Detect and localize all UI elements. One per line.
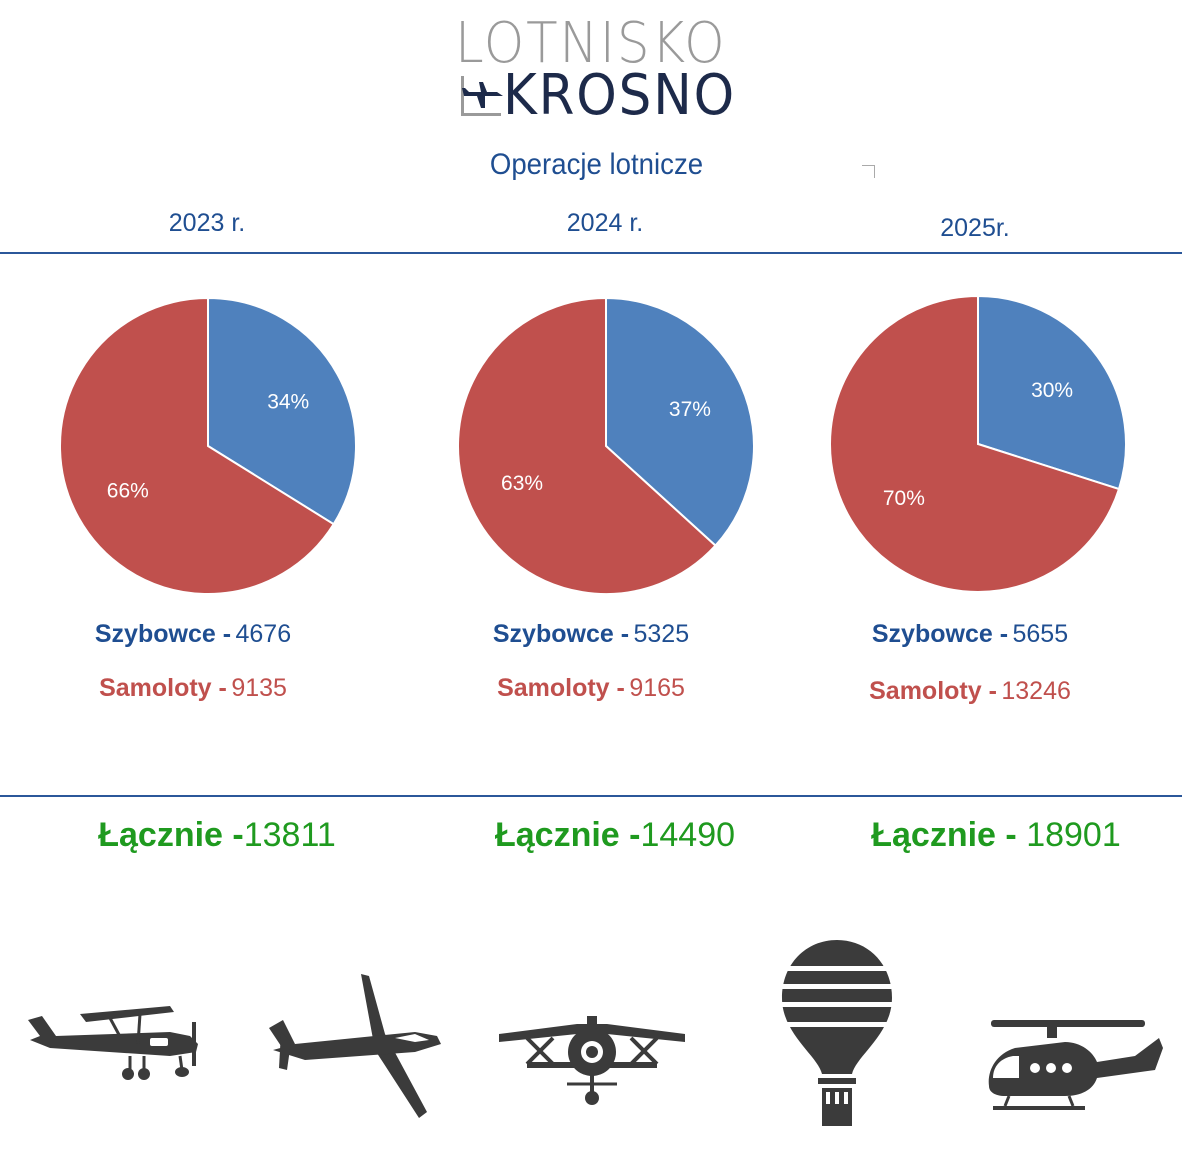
legend-label: Szybowce - (871, 620, 1009, 648)
total-label: Łącznie - (494, 816, 641, 854)
total-2025: Łącznie - 18901 (831, 816, 1161, 855)
year-2024-heading: 2024 r. (566, 209, 644, 237)
legend-szybowce-2023: Szybowce - 4676 (33, 620, 353, 649)
logo-line1: LOTNISKO (455, 11, 727, 76)
pie-slice-samoloty (829, 294, 1121, 593)
pie-slice-label: 37% (669, 398, 711, 421)
legend-label: Szybowce - (94, 620, 232, 648)
total-label: Łącznie - (98, 816, 244, 854)
ultralight-plane-icon (28, 1006, 198, 1080)
legend-value: 5325 (633, 620, 690, 648)
total-2023: Łącznie -13811 (52, 816, 382, 855)
top-divider (0, 252, 1182, 254)
decorative-corner-mark (862, 165, 875, 178)
page-title: Operacje lotnicze (489, 148, 704, 181)
logo-line2: KROSNO (503, 63, 736, 128)
logo-airplane-mark-icon (459, 76, 503, 116)
pie-slice-label: 70% (883, 487, 925, 510)
bottom-divider (0, 795, 1182, 797)
legend-value: 9165 (629, 674, 685, 702)
year-2025-heading: 2025r. (940, 214, 1010, 242)
logo: LOTNISKO KROSNO (455, 11, 745, 126)
legend-samoloty-2024: Samoloty - 9165 (431, 674, 751, 703)
legend-label: Samoloty - (869, 677, 997, 705)
helicopter-icon (988, 1020, 1163, 1110)
legend-label: Samoloty - (497, 674, 625, 702)
pie-slice-samoloty (457, 296, 717, 595)
legend-szybowce-2025: Szybowce - 5655 (810, 620, 1130, 649)
legend-samoloty-2023: Samoloty - 9135 (33, 674, 353, 703)
glider-icon (269, 974, 441, 1118)
pie-chart-2023: 34% 66% (59, 296, 357, 595)
total-value: 18901 (1026, 816, 1121, 854)
pie-slice-label: 30% (1031, 379, 1073, 402)
pie-slice-label: 66% (107, 480, 149, 503)
year-2023-heading: 2023 r. (168, 209, 246, 237)
pie-slice-samoloty (59, 296, 336, 595)
total-label: Łącznie - (871, 816, 1017, 854)
pie-slice-szybowce (207, 296, 357, 526)
legend-szybowce-2024: Szybowce - 5325 (431, 620, 751, 649)
total-2024: Łącznie -14490 (450, 816, 780, 855)
legend-value: 13246 (1001, 677, 1071, 705)
pie-chart-2025: 30% 70% (829, 294, 1127, 593)
total-value: 13811 (243, 816, 336, 854)
pie-slice-szybowce (605, 296, 755, 548)
legend-value: 4676 (235, 620, 292, 648)
legend-value: 5655 (1012, 620, 1069, 648)
hot-air-balloon-icon (780, 940, 894, 1126)
legend-samoloty-2025: Samoloty - 13246 (810, 677, 1130, 706)
legend-label: Szybowce - (492, 620, 630, 648)
pie-slice-label: 63% (501, 472, 543, 495)
total-value: 14490 (640, 816, 736, 854)
pie-slice-szybowce (977, 294, 1127, 491)
legend-label: Samoloty - (99, 674, 227, 702)
legend-value: 9135 (231, 674, 287, 702)
pie-chart-2024: 37% 63% (457, 296, 755, 595)
biplane-icon (499, 1016, 685, 1105)
pie-slice-label: 34% (267, 390, 309, 413)
